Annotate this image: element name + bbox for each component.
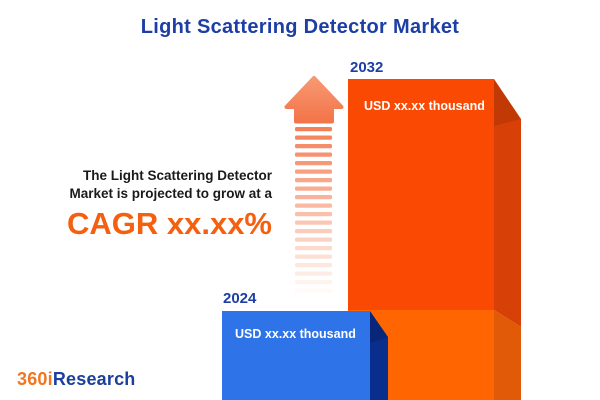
arrow-stripe (295, 135, 332, 140)
bar-2032-fold-shade (494, 79, 521, 126)
bar-2024 (222, 311, 388, 400)
arrow-head-icon (284, 76, 344, 124)
arrow-stripe (295, 186, 332, 191)
arrow-stripe (295, 152, 332, 157)
bar-2024-front (222, 311, 370, 400)
arrow-stripe (295, 161, 332, 166)
arrow-stripe (295, 288, 332, 293)
arrow-stripe (295, 271, 332, 276)
arrow-stripe (295, 229, 332, 234)
bar-2024-year-label: 2024 (223, 290, 257, 307)
logo-360i: 360i (17, 369, 53, 389)
arrow-stripe (295, 178, 332, 183)
bar-2032-side-lower (494, 310, 521, 400)
logo: 360iResearch (17, 369, 136, 390)
arrow-stripe (295, 220, 332, 225)
growth-arrow (284, 76, 344, 293)
bar-2032-front-upper (348, 79, 494, 310)
tagline-line-2: Market is projected to grow at a (69, 186, 272, 201)
arrow-stripe (295, 212, 332, 217)
arrow-stripe (295, 144, 332, 149)
page-title: Light Scattering Detector Market (140, 16, 460, 38)
tagline-line-1: The Light Scattering Detector (82, 168, 272, 183)
bar-2024-side (370, 311, 388, 400)
logo-research: Research (52, 369, 136, 389)
arrow-stripe (295, 127, 332, 132)
arrow-stripe (295, 280, 332, 285)
arrow-stripe (295, 237, 332, 242)
arrow-stripe (295, 254, 332, 259)
arrow-stripe (295, 195, 332, 200)
bar-2024-value-label: USD xx.xx thousand (235, 327, 356, 341)
arrow-stripes (295, 127, 332, 293)
bar-2032-year-label: 2032 (350, 59, 384, 76)
bar-2032-side-upper (494, 79, 521, 327)
tagline: The Light Scattering Detector Market is … (20, 167, 272, 241)
arrow-stripe (295, 169, 332, 174)
arrow-stripe (295, 263, 332, 268)
arrow-stripe (295, 246, 332, 251)
arrow-stripe (295, 203, 332, 208)
bar-2032 (348, 79, 521, 400)
cagr-text: CAGR xx.xx% (66, 206, 272, 241)
bar-2032-value-label: USD xx.xx thousand (364, 99, 485, 113)
bar-2024-fold-shade (370, 311, 388, 343)
